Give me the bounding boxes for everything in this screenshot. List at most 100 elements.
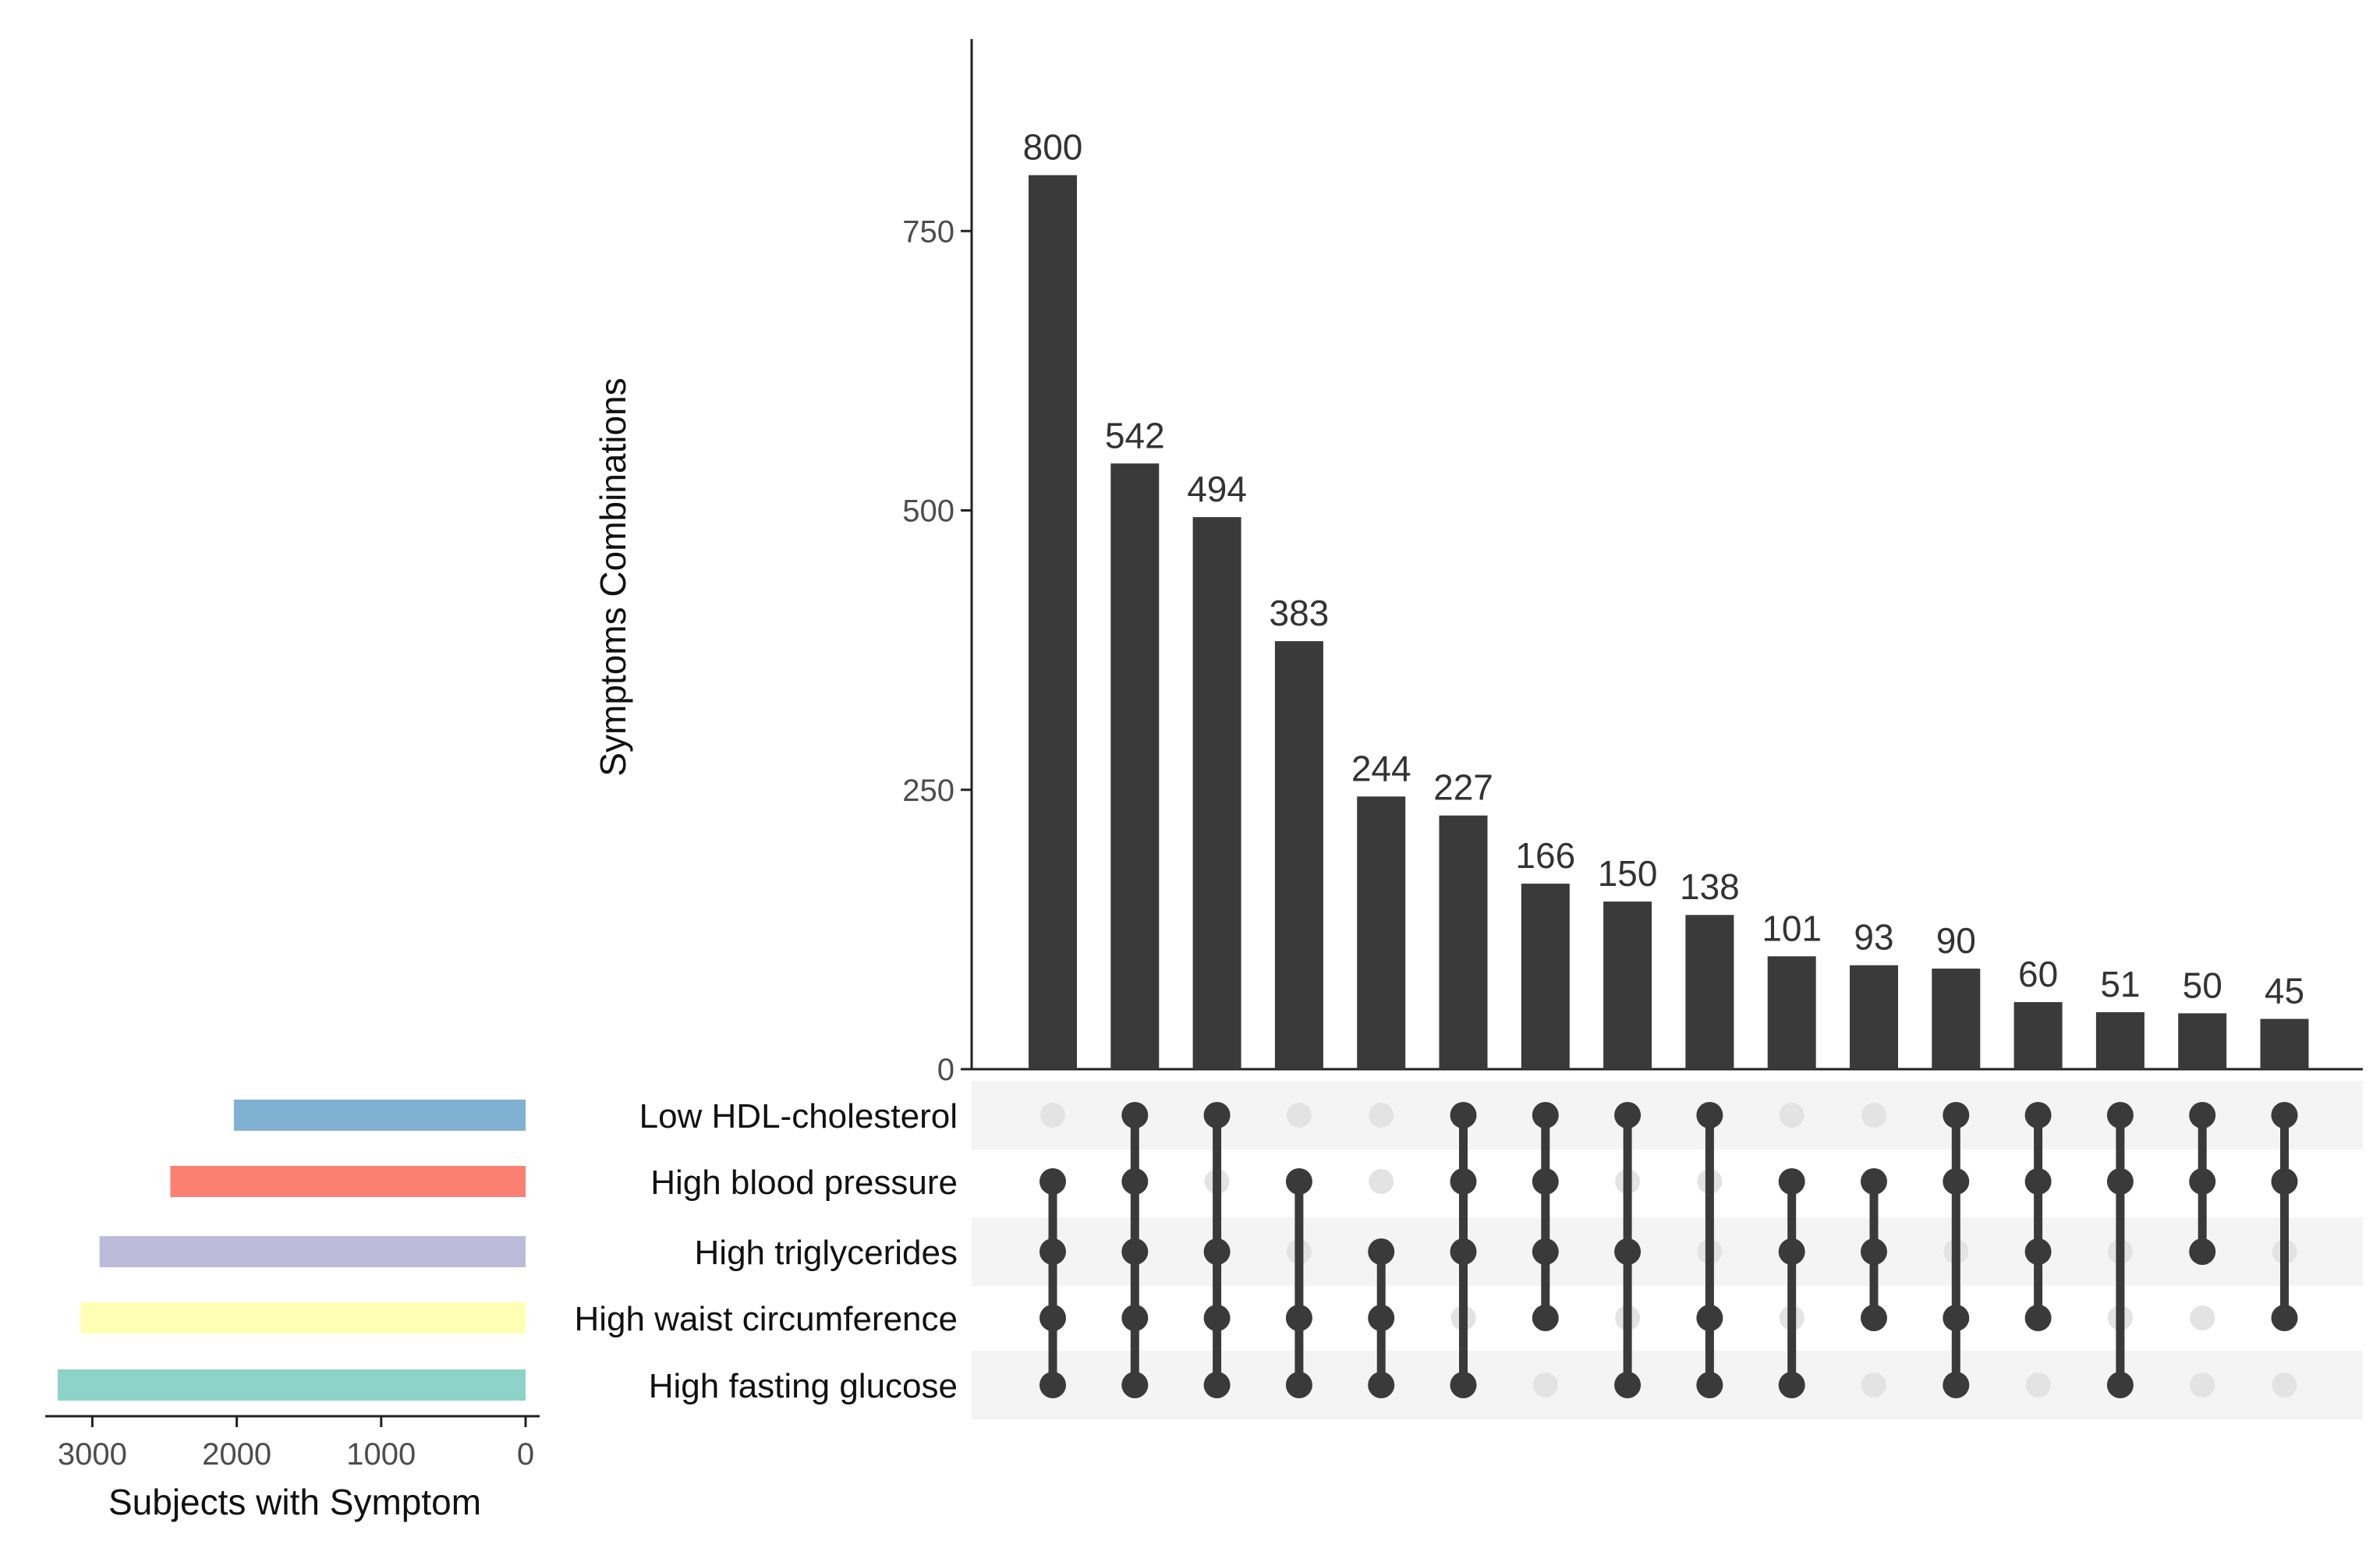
bar-value-label: 542 bbox=[1105, 415, 1165, 455]
set-label: High triglycerides bbox=[695, 1234, 958, 1272]
set-label: High waist circumference bbox=[575, 1300, 958, 1338]
matrix-dot-active bbox=[1121, 1372, 1149, 1398]
bar-value-label: 383 bbox=[1270, 593, 1330, 633]
intersection-bar bbox=[2178, 1013, 2227, 1069]
matrix-dot-active bbox=[2106, 1168, 2134, 1195]
intersection-bar bbox=[2013, 1002, 2063, 1069]
matrix-dot-active bbox=[1450, 1372, 1477, 1398]
matrix-dot-active bbox=[1121, 1168, 1149, 1195]
matrix-row-band bbox=[972, 1217, 2363, 1286]
intersection-bar bbox=[1192, 517, 1241, 1069]
set-label: High fasting glucose bbox=[649, 1367, 958, 1405]
matrix-dot-active bbox=[1450, 1238, 1477, 1265]
matrix-dot-active bbox=[1778, 1372, 1805, 1398]
matrix-dot-inactive bbox=[1369, 1169, 1394, 1194]
set-size-tick-label: 0 bbox=[517, 1437, 534, 1472]
matrix-dot-active bbox=[1039, 1238, 1066, 1265]
matrix-dot-inactive bbox=[1861, 1373, 1886, 1397]
matrix-dot-inactive bbox=[2190, 1373, 2215, 1397]
set-size-tick-label: 2000 bbox=[202, 1437, 271, 1472]
matrix-dot-active bbox=[1532, 1305, 1559, 1331]
intersection-bar bbox=[1603, 902, 1652, 1069]
matrix-dot-inactive bbox=[2190, 1305, 2215, 1330]
matrix-dot-active bbox=[1368, 1238, 1395, 1265]
matrix-dot-active bbox=[1861, 1168, 1887, 1195]
bar-value-label: 244 bbox=[1351, 748, 1411, 788]
matrix-dot-active bbox=[1285, 1305, 1312, 1331]
matrix-dot-active bbox=[1121, 1102, 1149, 1128]
matrix-dot-active bbox=[1039, 1168, 1066, 1195]
bar-value-label: 150 bbox=[1598, 853, 1658, 894]
matrix-dot-active bbox=[1039, 1305, 1066, 1331]
matrix-dot-active bbox=[1203, 1305, 1231, 1331]
bar-value-label: 51 bbox=[2100, 964, 2140, 1004]
matrix-dot-inactive bbox=[1861, 1103, 1886, 1128]
set-size-tick-label: 3000 bbox=[58, 1437, 127, 1472]
matrix-dot-active bbox=[1450, 1102, 1477, 1128]
matrix-dot-active bbox=[1121, 1238, 1149, 1265]
intersection-bar bbox=[1932, 969, 1981, 1069]
bar-value-label: 50 bbox=[2183, 965, 2222, 1005]
intersection-bar bbox=[1767, 956, 1816, 1069]
y-tick-label: 250 bbox=[902, 774, 954, 808]
matrix-dot-active bbox=[1861, 1305, 1887, 1331]
intersection-bar bbox=[1110, 463, 1160, 1069]
matrix-row-band bbox=[972, 1351, 2363, 1419]
matrix-dot-active bbox=[1121, 1305, 1149, 1331]
matrix-dot-active bbox=[2024, 1238, 2052, 1265]
set-size-bar bbox=[170, 1166, 526, 1197]
matrix-dot-active bbox=[1532, 1238, 1559, 1265]
matrix-dot-active bbox=[2189, 1168, 2216, 1195]
bar-value-label: 494 bbox=[1187, 469, 1247, 509]
intersection-bar bbox=[1029, 175, 1077, 1070]
set-size-bar bbox=[80, 1302, 526, 1334]
matrix-dot-active bbox=[2271, 1305, 2298, 1331]
matrix-dot-inactive bbox=[1040, 1103, 1065, 1128]
matrix-dot-active bbox=[1778, 1168, 1805, 1195]
bar-value-label: 227 bbox=[1433, 767, 1493, 808]
intersection-bar bbox=[1521, 884, 1570, 1069]
matrix-dot-active bbox=[2106, 1372, 2134, 1398]
y-axis-title: Symptoms Combinations bbox=[593, 377, 633, 776]
intersection-bar bbox=[1685, 915, 1734, 1069]
matrix-dot-active bbox=[1368, 1305, 1395, 1331]
matrix-dot-active bbox=[2271, 1102, 2298, 1128]
matrix-dot-active bbox=[1614, 1372, 1642, 1398]
matrix-dot-active bbox=[2024, 1102, 2052, 1128]
bar-value-label: 800 bbox=[1023, 127, 1083, 168]
matrix-dot-active bbox=[2189, 1102, 2216, 1128]
matrix-dot-inactive bbox=[1532, 1373, 1558, 1397]
matrix-dot-active bbox=[2024, 1168, 2052, 1195]
matrix-dot-active bbox=[1203, 1238, 1231, 1265]
matrix-dot-active bbox=[1696, 1372, 1723, 1398]
matrix-dot-active bbox=[1532, 1102, 1559, 1128]
y-tick-label: 750 bbox=[902, 214, 954, 249]
set-size-tick-label: 1000 bbox=[346, 1437, 416, 1472]
matrix-dot-active bbox=[1614, 1238, 1642, 1265]
y-tick-label: 0 bbox=[937, 1053, 954, 1087]
matrix-dot-active bbox=[1861, 1238, 1887, 1265]
set-size-bar bbox=[99, 1236, 526, 1267]
set-size-bar bbox=[57, 1369, 526, 1401]
matrix-dot-active bbox=[1696, 1305, 1723, 1331]
matrix-dot-inactive bbox=[1286, 1103, 1312, 1128]
matrix-dot-active bbox=[1943, 1372, 1970, 1398]
matrix-dot-active bbox=[2271, 1168, 2298, 1195]
intersection-bar bbox=[1274, 641, 1323, 1069]
bar-value-label: 138 bbox=[1680, 866, 1740, 907]
intersection-bar bbox=[2095, 1011, 2144, 1069]
set-size-bar bbox=[233, 1100, 526, 1131]
bar-value-label: 90 bbox=[1936, 920, 1976, 961]
matrix-dot-inactive bbox=[1369, 1103, 1394, 1128]
y-tick-label: 500 bbox=[902, 494, 954, 529]
matrix-dot-inactive bbox=[2025, 1373, 2051, 1397]
set-label: High blood pressure bbox=[650, 1164, 958, 1202]
matrix-dot-active bbox=[2106, 1102, 2134, 1128]
intersection-bar bbox=[1439, 815, 1488, 1069]
bar-value-label: 93 bbox=[1854, 917, 1893, 958]
matrix-dot-active bbox=[1614, 1102, 1642, 1128]
matrix-dot-active bbox=[1696, 1102, 1723, 1128]
set-size-axis-title: Subjects with Symptom bbox=[108, 1482, 481, 1522]
matrix-dot-active bbox=[1285, 1372, 1312, 1398]
